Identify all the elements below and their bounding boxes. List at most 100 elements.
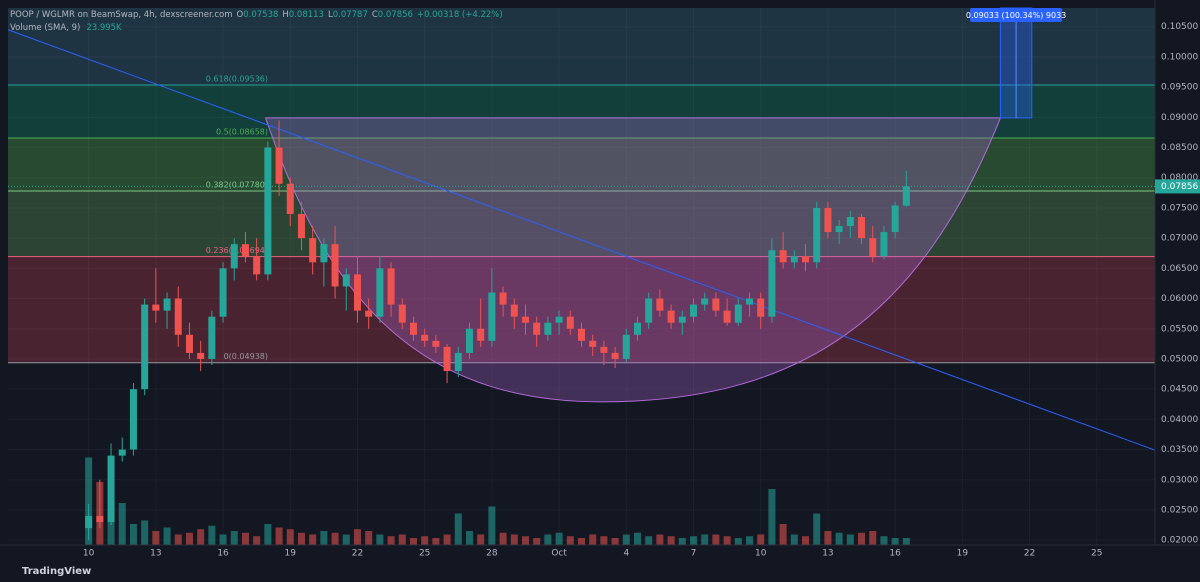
candle-body — [846, 217, 854, 227]
ohlc-value: 0.07856 — [378, 10, 413, 20]
volume-bar — [443, 534, 451, 545]
volume-bar — [813, 513, 821, 545]
fib-label: 0.5(0.08658) — [216, 127, 268, 136]
candle-body — [398, 304, 406, 323]
volume-bar — [510, 534, 518, 545]
volume-bar — [723, 536, 731, 545]
candle-body — [578, 328, 585, 341]
volume-bar — [846, 534, 854, 545]
volume-bar — [589, 534, 597, 545]
volume-bar — [645, 536, 653, 545]
candle-body — [331, 244, 339, 287]
candle-body — [566, 316, 574, 329]
candle-body — [678, 316, 686, 323]
volume-value: 23.995K — [86, 23, 122, 33]
volume-bar — [85, 457, 93, 545]
y-tick-label: 0.02000 — [1161, 536, 1198, 546]
candle-body — [835, 226, 843, 233]
candle-body — [555, 316, 563, 323]
candle-body — [320, 244, 328, 263]
candle-body — [488, 292, 496, 341]
volume-bar — [264, 524, 272, 545]
measure-label: 0.09033 (100.34%) 9033 — [966, 11, 1066, 20]
volume-bar — [880, 536, 888, 545]
x-tick-label: 10 — [83, 549, 95, 559]
volume-bar — [768, 489, 776, 545]
volume-bar — [757, 534, 765, 545]
volume-bar — [454, 513, 462, 545]
candle-body — [107, 455, 115, 523]
volume-bar — [779, 524, 787, 545]
volume-bar — [320, 531, 328, 545]
candle-body — [152, 304, 160, 311]
candle-body — [757, 298, 765, 317]
change: +0.00318 (+4.22%) — [417, 10, 503, 20]
candle-body — [622, 334, 630, 359]
x-tick-label: 25 — [419, 549, 430, 559]
x-tick-label: 19 — [957, 549, 969, 559]
volume-bar — [387, 536, 395, 545]
x-tick-label: 16 — [217, 549, 229, 559]
volume-bar — [566, 536, 574, 545]
candle-body — [768, 250, 776, 317]
volume-bar — [118, 503, 126, 545]
x-tick-label: 10 — [755, 549, 767, 559]
x-tick-label: 13 — [150, 549, 161, 559]
candle-body — [141, 304, 149, 390]
volume-bar — [152, 531, 160, 545]
candle-body — [779, 250, 787, 263]
volume-bar — [555, 532, 563, 545]
candle-body — [701, 298, 709, 305]
y-tick-label: 0.04500 — [1161, 385, 1198, 395]
candle-body — [241, 244, 249, 257]
candle-body — [421, 334, 429, 341]
y-tick-label: 0.03000 — [1161, 475, 1198, 485]
ohlc-value: 0.07538 — [243, 10, 278, 20]
volume-bar — [331, 532, 339, 545]
candle-body — [813, 207, 821, 263]
candle-body — [656, 298, 664, 311]
candle-body — [443, 346, 451, 372]
volume-bar — [488, 506, 496, 545]
volume-bar — [365, 531, 373, 545]
volume-bar — [611, 538, 619, 545]
volume-bar — [129, 524, 137, 545]
candle-body — [880, 232, 888, 257]
y-tick-label: 0.08500 — [1161, 143, 1198, 153]
candle-body — [790, 256, 798, 263]
candle-body — [174, 298, 182, 335]
candle-body — [544, 322, 552, 335]
volume-bar — [398, 534, 406, 545]
candle-body — [521, 316, 529, 323]
volume-bar — [409, 538, 417, 545]
volume-bar — [465, 531, 473, 545]
fib-band — [8, 191, 1155, 257]
volume-bar — [197, 529, 205, 545]
trend-line — [7, 29, 1156, 451]
volume-bar — [835, 532, 843, 545]
y-tick-label: 0.05000 — [1161, 354, 1198, 364]
ohlc-label: C — [372, 10, 378, 20]
volume-header: Volume (SMA, 9) 23.995K — [10, 23, 122, 33]
ohlc-value: 0.07787 — [333, 10, 368, 20]
volume-bar — [824, 531, 832, 545]
candle-body — [634, 322, 642, 335]
candle-body — [667, 310, 675, 323]
volume-bar — [701, 534, 709, 545]
x-tick-label: 7 — [691, 549, 697, 559]
candle-body — [185, 334, 193, 353]
volume-label: Volume (SMA, 9) — [10, 23, 80, 33]
volume-bar — [622, 534, 630, 545]
volume-bar — [712, 534, 720, 545]
volume-bar — [667, 536, 675, 545]
volume-bar — [578, 538, 585, 545]
fib-band — [8, 84, 1155, 138]
volume-bar — [297, 532, 305, 545]
volume-bar — [802, 536, 810, 545]
y-tick-label: 0.05500 — [1161, 324, 1198, 334]
candle-body — [208, 316, 216, 359]
volume-bar — [521, 536, 529, 545]
volume-bar — [342, 534, 350, 545]
volume-bar — [600, 536, 608, 545]
